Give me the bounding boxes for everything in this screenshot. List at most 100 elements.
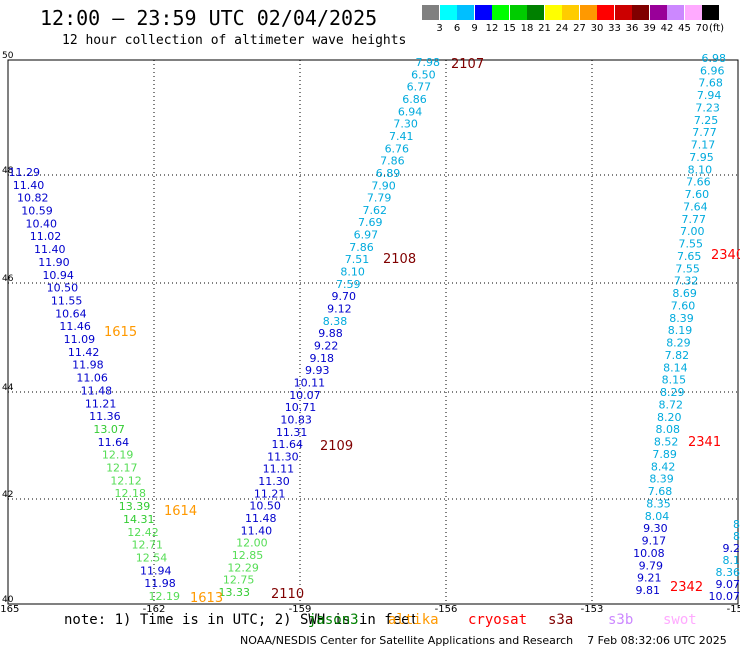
colorbar-swatch — [702, 5, 719, 20]
wave-height-value: 10.50 — [47, 282, 79, 295]
pass-time-label: 1614 — [164, 504, 197, 519]
colorbar-tick-label: 21 — [538, 23, 551, 34]
satellite-legend-item: s3a — [548, 612, 574, 628]
wave-height-value: 6.96 — [700, 64, 725, 77]
colorbar-tick-label: 36 — [625, 23, 639, 34]
satellite-legend-item: jason3 — [308, 612, 359, 628]
pass-time-label: 2110 — [271, 587, 304, 602]
wave-height-value: 7.55 — [675, 262, 700, 275]
wave-height-value: 12.42 — [127, 526, 159, 539]
colorbar-swatch — [457, 5, 474, 20]
colorbar-tick-label: 12 — [485, 23, 499, 34]
wave-height-value: 8.29 — [660, 386, 685, 399]
wave-height-value: 7.23 — [695, 101, 720, 114]
wave-height-value: 8.19 — [668, 324, 693, 337]
longitude-tick-label: -162 — [143, 604, 166, 615]
wave-height-value: 8.20 — [657, 411, 682, 424]
wave-height-value: 7.25 — [694, 114, 719, 127]
wave-height-value: 9.88 — [318, 327, 343, 340]
pass-time-label: 2341 — [688, 435, 721, 450]
wave-height-value: 7.30 — [393, 118, 418, 131]
wave-height-value: 12.71 — [132, 539, 164, 552]
wave-height-value: 8.72 — [659, 398, 684, 411]
wave-height-value: 7.32 — [674, 275, 699, 288]
wave-height-value: 10.71 — [285, 401, 317, 414]
wave-height-value: 8.36 — [716, 566, 740, 579]
wave-height-value: 11.06 — [76, 372, 108, 385]
wave-height-value: 7.64 — [683, 200, 708, 213]
wave-height-value: 7.94 — [697, 89, 722, 102]
wave-height-value: 7.65 — [677, 250, 702, 263]
latitude-tick-label: 48 — [2, 166, 14, 176]
wave-height-value: 8.39 — [669, 312, 694, 325]
wave-height-value: 7.69 — [358, 216, 383, 229]
wave-height-value: 8.29 — [666, 337, 691, 350]
colorbar-swatch — [614, 5, 632, 20]
satellite-legend-item: altika — [388, 612, 439, 628]
colorbar-swatch — [667, 5, 684, 20]
wave-height-value: 7.60 — [671, 299, 696, 312]
pass-time-label: 2107 — [451, 57, 484, 72]
colorbar-tick-label: 42 — [660, 23, 674, 34]
latitude-tick-label: 44 — [2, 383, 14, 393]
wave-height-value: 10.11 — [294, 376, 326, 389]
wave-height-value: 7.17 — [691, 139, 716, 152]
pass-time-label: 2108 — [383, 252, 416, 267]
wave-height-value: 12.19 — [102, 449, 134, 462]
wave-height-value: 7.59 — [336, 278, 361, 291]
wave-height-value: 8 — [733, 518, 740, 531]
wave-height-value: 7.79 — [367, 192, 392, 205]
wave-height-value: 10.07 — [289, 389, 321, 402]
wave-height-value: 6.76 — [385, 142, 410, 155]
wave-height-value: 12.00 — [236, 537, 268, 550]
wave-height-value: 13.33 — [219, 586, 251, 599]
longitude-tick-label: -159 — [289, 604, 312, 615]
wave-height-value: 12.54 — [136, 551, 168, 564]
wave-height-value: 9.21 — [637, 572, 662, 585]
wave-height-value: 11.42 — [68, 346, 100, 359]
wave-height-value: 9.2 — [723, 542, 740, 555]
wave-height-value: 9.07 — [716, 578, 740, 591]
wave-height-value: 11.31 — [276, 426, 308, 439]
wave-height-value: 11.21 — [254, 487, 286, 500]
colorbar-tick-label: 70 — [695, 23, 709, 34]
wave-height-value: 9.93 — [305, 364, 330, 377]
colorbar-swatch — [562, 5, 579, 20]
wave-height-value: 11.90 — [38, 256, 70, 269]
wave-height-value: 7.90 — [371, 179, 396, 192]
wave-height-value: 10.64 — [55, 307, 87, 320]
wave-height-value: 7.82 — [665, 349, 690, 362]
wave-height-value: 10.94 — [42, 269, 74, 282]
wave-height-value: 7.89 — [652, 448, 677, 461]
colorbar-swatch — [527, 5, 544, 20]
wave-height-value: 10.50 — [249, 500, 281, 513]
colorbar-tick-label: 6 — [453, 23, 461, 34]
map-subtitle: 12 hour collection of altimeter wave hei… — [62, 33, 407, 48]
colorbar-tick-label: 9 — [471, 23, 478, 34]
map-frame — [7, 59, 739, 605]
colorbar-tick-label: 45 — [678, 23, 691, 34]
wave-height-value: 11.11 — [263, 463, 295, 476]
colorbar-swatch — [509, 5, 527, 20]
colorbar-swatch — [597, 5, 614, 20]
wave-height-value: 8.35 — [646, 497, 671, 510]
wave-height-value: 10.40 — [25, 217, 57, 230]
colorbar-tick-label: 39 — [643, 23, 656, 34]
longitude-tick-label: -156 — [435, 604, 458, 615]
colorbar-tick-label: 15 — [503, 23, 516, 34]
colorbar-tick-label: 27 — [573, 23, 586, 34]
wave-height-value: 12.85 — [232, 549, 264, 562]
wave-height-value: 8.14 — [663, 361, 688, 374]
wave-height-value: 11.09 — [64, 333, 96, 346]
wave-height-value: 11.94 — [140, 564, 172, 577]
wave-height-value: 7.86 — [349, 241, 374, 254]
wave-height-value: 11.40 — [13, 179, 45, 192]
wave-height-value: 6.50 — [411, 68, 436, 81]
colorbar-tick-label: 33 — [608, 23, 621, 34]
wave-height-value: 8.69 — [672, 287, 697, 300]
wave-height-value: 6.77 — [407, 81, 432, 94]
wave-height-value: 8.04 — [645, 510, 670, 523]
colorbar-tick-label: 24 — [555, 23, 569, 34]
longitude-tick-label: -153 — [581, 604, 604, 615]
